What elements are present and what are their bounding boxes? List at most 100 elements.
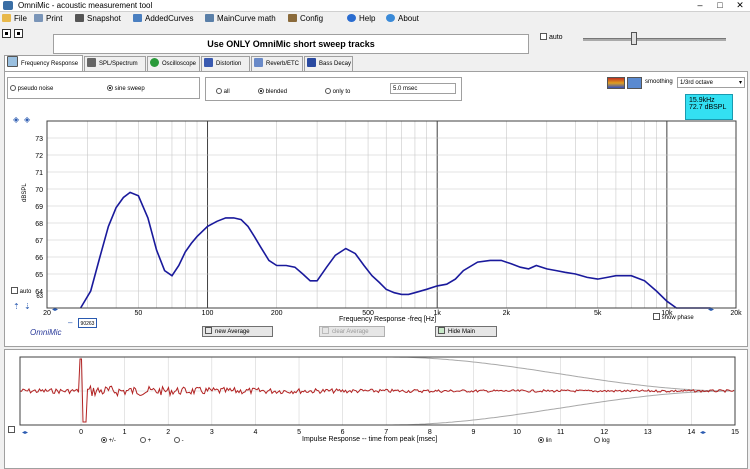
ir-x-tick-label: 13 [644, 429, 652, 436]
fr-y-tick-label: 63 [36, 294, 43, 300]
fr-grid [46, 121, 737, 308]
menu-print[interactable]: Print [34, 12, 62, 26]
radio-scale-log-circle[interactable] [594, 437, 600, 443]
clear-average-button[interactable]: clear Average [319, 326, 385, 337]
ir-pan-left-icon[interactable]: ◂▸ [22, 430, 29, 436]
radio-scale-lin-circle[interactable] [538, 437, 544, 443]
ir-auto-check-box[interactable] [8, 426, 15, 433]
title-bar: OmniMic - acoustic measurement tool – □ … [0, 0, 750, 12]
radio-sine-sweep-circle[interactable] [107, 85, 113, 91]
radio-all[interactable]: all [216, 88, 230, 95]
display-settings-icon[interactable] [627, 77, 642, 89]
radio-all-circle[interactable] [216, 88, 222, 94]
radio-only-to[interactable]: only to [325, 88, 350, 95]
printer-icon [34, 14, 43, 22]
radio-scale-lin[interactable]: lin [538, 437, 552, 444]
level-slider-track[interactable] [583, 38, 726, 41]
radio-polarity-both[interactable]: +/- [101, 437, 116, 444]
fr-y-tick-label: 66 [35, 255, 43, 262]
ir-pan-right-icon[interactable]: ◂▸ [700, 430, 707, 436]
radio-blended[interactable]: blended [258, 88, 287, 95]
chevron-down-icon: ▾ [738, 80, 742, 86]
readout-frequency: 15.9kHz [689, 97, 715, 104]
scroll-down-icon[interactable]: ⇣ [24, 302, 31, 311]
play-button[interactable] [14, 29, 23, 38]
tab-oscilloscope[interactable]: Oscilloscope [147, 56, 200, 71]
menu-maincurve-math[interactable]: MainCurve math [205, 12, 276, 26]
fr-y-ticks: 64 65 66 67 68 69 70 71 72 73 63 [35, 136, 43, 300]
fr-y-tick-label: 67 [35, 238, 43, 245]
minimize-button[interactable]: – [697, 0, 703, 10]
frequency-response-chart[interactable]: 64 65 66 67 68 69 70 71 72 73 63 20 50 100 200 500 1k 2k… [0, 0, 750, 345]
tab-bass-decay[interactable]: Bass Decay [304, 56, 353, 71]
fr-plot-frame [46, 120, 737, 309]
ir-auto-checkbox[interactable] [8, 426, 15, 434]
fr-x-tick-label: 20 [43, 310, 51, 317]
tab-reverb-etc[interactable]: Reverb/ETC [251, 56, 303, 71]
zoom-out-icon[interactable]: ◈ [24, 115, 31, 124]
show-phase-check-box[interactable] [653, 313, 660, 320]
ir-x-ticks: 0 1 2 3 4 5 6 7 8 9 10 11 12 13 14 15 [79, 429, 739, 436]
menu-added-curves[interactable]: AddedCurves [133, 12, 193, 26]
level-slider-thumb[interactable] [631, 32, 637, 45]
tab-frequency-response[interactable]: Frequency Response [4, 55, 83, 72]
menu-about[interactable]: About [386, 12, 419, 26]
tools-icon [288, 14, 297, 22]
radio-polarity-minus[interactable]: - [174, 437, 184, 444]
new-average-button[interactable]: new Average [202, 326, 273, 337]
ir-x-tick-label: 2 [166, 429, 170, 436]
clear-average-icon [322, 327, 329, 334]
fr-auto-check-box[interactable] [11, 287, 18, 294]
show-phase-checkbox[interactable]: show phase [653, 313, 694, 321]
hide-main-button[interactable]: Hide Main [435, 326, 497, 337]
auto-check-box[interactable] [540, 33, 547, 40]
radio-only-to-circle[interactable] [325, 88, 331, 94]
about-icon [386, 14, 395, 22]
radio-pseudo-noise[interactable]: pseudo noise [10, 85, 53, 92]
ir-x-tick-label: 1 [123, 429, 127, 436]
mic-id-badge[interactable]: 90263 [78, 318, 97, 328]
radio-blended-circle[interactable] [258, 88, 264, 94]
record-button[interactable] [2, 29, 11, 38]
menu-config[interactable]: Config [288, 12, 323, 26]
fr-y-tick-label: 71 [35, 170, 43, 177]
menu-snapshot[interactable]: Snapshot [75, 12, 121, 26]
tab-spl-spectrum[interactable]: SPL/Spectrum [84, 56, 146, 71]
pan-right-icon[interactable]: ◂▸ [708, 307, 715, 313]
hide-main-icon [438, 327, 445, 334]
menu-help[interactable]: Help [347, 12, 375, 26]
scroll-up-icon[interactable]: ⇡ [13, 302, 20, 311]
folder-icon [2, 14, 11, 22]
oscilloscope-icon [150, 58, 159, 67]
ir-x-tick-label: 8 [428, 429, 432, 436]
radio-sine-sweep[interactable]: sine sweep [107, 85, 145, 92]
fr-x-tick-label: 100 [202, 310, 214, 317]
fr-x-tick-label: 5k [594, 310, 602, 317]
banner-message: Use ONLY OmniMic short sweep tracks [53, 34, 529, 54]
pan-left-icon[interactable]: ◂▸ [52, 307, 59, 313]
mic-cal-icon: – [68, 318, 73, 327]
ir-x-tick-label: 4 [253, 429, 257, 436]
impulse-response-curve [19, 358, 735, 423]
radio-polarity-minus-circle[interactable] [174, 437, 180, 443]
radio-polarity-both-circle[interactable] [101, 437, 107, 443]
menu-file[interactable]: File [2, 12, 27, 26]
close-button[interactable]: ✕ [736, 0, 744, 10]
fr-auto-checkbox[interactable]: auto [11, 287, 31, 295]
radio-polarity-plus[interactable]: + [140, 437, 151, 444]
smoothing-select[interactable]: 1/3rd octave ▾ [677, 77, 745, 88]
readout-level: 72.7 dBSPL [689, 104, 727, 111]
auto-checkbox[interactable]: auto [540, 33, 563, 41]
zoom-in-icon[interactable]: ◈ [13, 115, 20, 124]
calculator-icon [205, 14, 214, 22]
tab-distortion[interactable]: Distortion [201, 56, 250, 71]
menu-bar: File Print Snapshot AddedCurves MainCurv… [0, 12, 750, 26]
radio-polarity-plus-circle[interactable] [140, 437, 146, 443]
gating-group [205, 77, 462, 101]
radio-pseudo-noise-circle[interactable] [10, 85, 16, 91]
gating-time-input[interactable]: 5.0 msec [390, 83, 456, 94]
maximize-button[interactable]: □ [717, 0, 723, 10]
colors-icon[interactable] [607, 77, 625, 89]
radio-scale-log[interactable]: log [594, 437, 610, 444]
